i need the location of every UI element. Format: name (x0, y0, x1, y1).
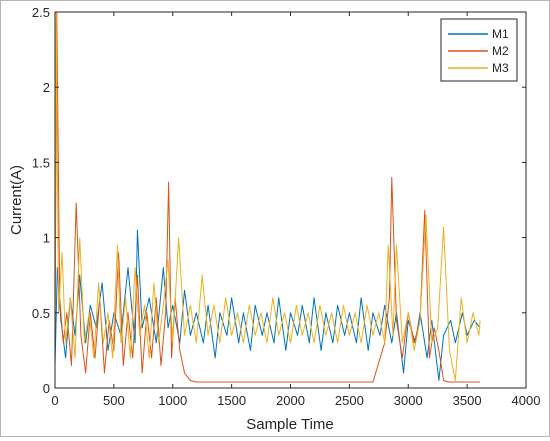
x-tick-label: 3000 (394, 393, 423, 408)
y-tick-label: 2 (43, 80, 50, 95)
y-tick-label: 0.5 (32, 306, 50, 321)
x-tick-label: 1000 (158, 393, 187, 408)
series-line-m1 (54, 229, 481, 381)
x-axis-label: Sample Time (246, 416, 334, 433)
x-tick-label: 3500 (453, 393, 482, 408)
y-tick-label: 2.5 (32, 5, 50, 20)
tick-layer: 0 500 1000 1500 2000 2500 3000 3500 4000 0 0.5 1 1.5… (32, 5, 541, 408)
x-tick-label: 1500 (217, 393, 246, 408)
x-tick-label: 2500 (335, 393, 364, 408)
legend-label-m2: M2 (492, 44, 509, 58)
x-tick-label: 2000 (276, 393, 305, 408)
x-tick-label: 0 (51, 393, 58, 408)
series-line-m3 (54, 11, 481, 381)
y-tick-label: 0 (43, 381, 50, 396)
x-tick-label: 4000 (512, 393, 541, 408)
legend-label-m1: M1 (492, 27, 509, 41)
series-layer (54, 11, 481, 383)
y-tick-label: 1.5 (32, 155, 50, 170)
x-tick-label: 500 (103, 393, 125, 408)
legend-box (440, 18, 518, 82)
y-axis-label: Current(A) (8, 165, 25, 235)
legend-label-m3: M3 (492, 61, 509, 75)
legend: M1 M2 M3 (440, 18, 518, 82)
y-tick-label: 1 (43, 231, 50, 246)
